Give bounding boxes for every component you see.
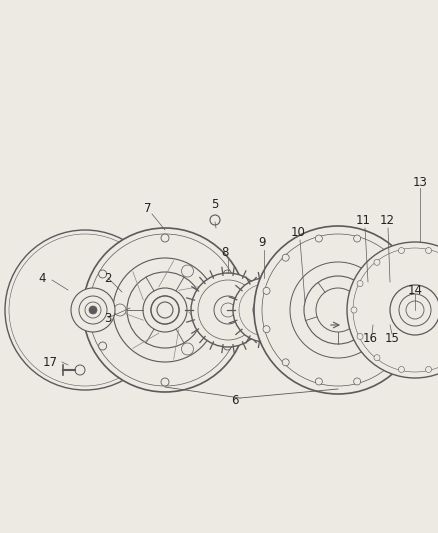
Circle shape (399, 294, 431, 326)
Circle shape (426, 247, 431, 254)
Circle shape (315, 235, 322, 242)
Circle shape (113, 258, 217, 362)
Circle shape (390, 285, 438, 335)
Circle shape (353, 378, 360, 385)
Circle shape (351, 307, 357, 313)
Circle shape (263, 326, 270, 333)
Circle shape (347, 242, 438, 378)
Circle shape (99, 342, 106, 350)
Text: 7: 7 (144, 201, 152, 214)
Circle shape (157, 302, 173, 318)
Text: 2: 2 (104, 271, 112, 285)
Circle shape (71, 288, 115, 332)
Circle shape (223, 270, 231, 278)
Circle shape (316, 288, 360, 332)
Circle shape (315, 378, 322, 385)
Circle shape (426, 367, 431, 373)
Circle shape (282, 359, 289, 366)
Circle shape (83, 228, 247, 392)
Circle shape (401, 298, 425, 322)
Text: 12: 12 (379, 214, 395, 227)
Circle shape (99, 270, 106, 278)
Circle shape (357, 334, 363, 340)
Circle shape (151, 296, 179, 324)
Circle shape (127, 272, 203, 348)
Text: 16: 16 (363, 332, 378, 344)
Circle shape (89, 306, 97, 314)
Text: 13: 13 (413, 175, 427, 189)
Text: 8: 8 (221, 246, 229, 259)
Circle shape (399, 247, 404, 254)
Circle shape (253, 298, 277, 322)
Circle shape (387, 254, 394, 261)
Text: 15: 15 (385, 332, 399, 344)
Circle shape (406, 301, 424, 319)
Text: 6: 6 (231, 393, 239, 407)
Circle shape (374, 354, 380, 361)
Circle shape (387, 359, 394, 366)
Circle shape (290, 262, 386, 358)
Bar (282, 302, 318, 318)
Circle shape (395, 292, 431, 328)
Circle shape (353, 235, 360, 242)
Bar (417, 277, 427, 287)
Circle shape (399, 367, 404, 373)
Circle shape (254, 226, 422, 394)
Circle shape (210, 215, 220, 225)
Circle shape (79, 296, 107, 324)
Circle shape (85, 302, 101, 318)
Circle shape (389, 286, 437, 334)
Text: 3: 3 (104, 311, 112, 325)
Text: 9: 9 (258, 236, 266, 248)
Circle shape (263, 287, 270, 294)
Circle shape (304, 276, 372, 344)
Text: 4: 4 (38, 271, 46, 285)
Circle shape (143, 288, 187, 332)
Circle shape (191, 273, 265, 347)
Circle shape (395, 282, 438, 338)
Circle shape (223, 342, 231, 350)
Circle shape (181, 265, 194, 277)
Text: 11: 11 (356, 214, 371, 227)
Circle shape (282, 254, 289, 261)
Text: 14: 14 (407, 284, 423, 296)
Circle shape (161, 234, 169, 242)
Circle shape (374, 260, 380, 265)
Circle shape (221, 303, 235, 317)
Text: 5: 5 (211, 198, 219, 212)
Text: 10: 10 (290, 225, 305, 238)
Circle shape (161, 378, 169, 386)
Circle shape (357, 280, 363, 287)
Text: 17: 17 (42, 356, 57, 368)
Circle shape (151, 296, 179, 324)
Circle shape (214, 296, 242, 324)
Circle shape (389, 278, 397, 286)
Circle shape (406, 287, 413, 294)
Circle shape (114, 304, 126, 316)
Circle shape (75, 365, 85, 375)
Circle shape (181, 343, 194, 355)
Circle shape (406, 326, 413, 333)
Circle shape (233, 278, 297, 342)
Circle shape (5, 230, 165, 390)
